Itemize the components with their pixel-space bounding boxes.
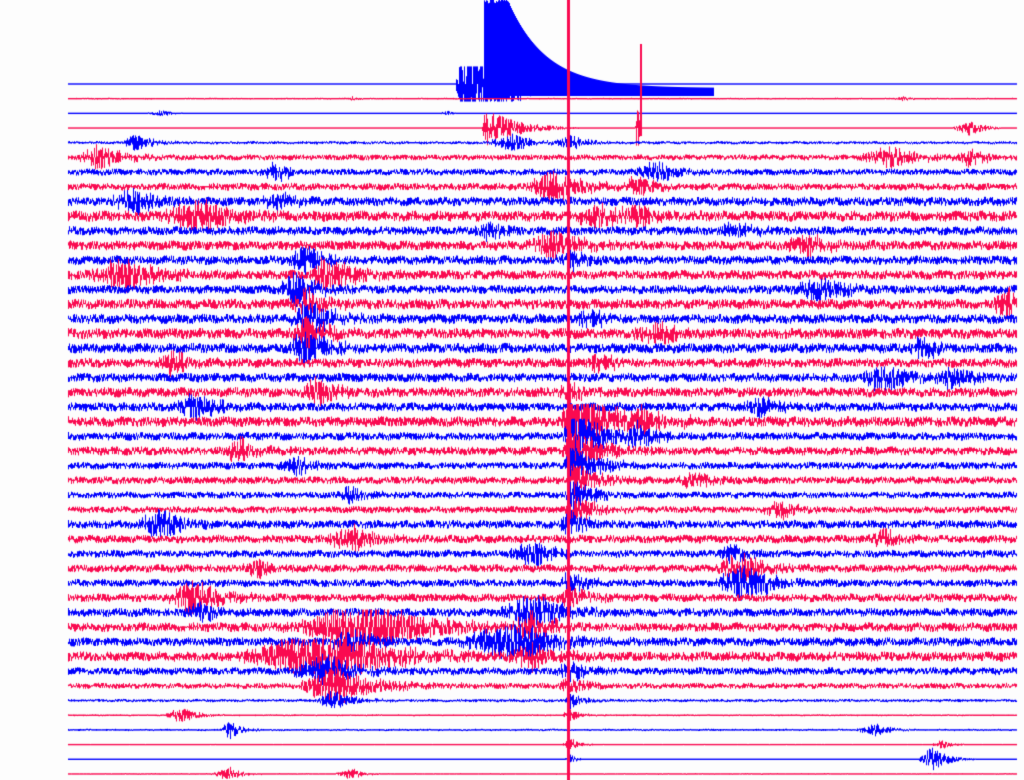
seismogram-canvas	[0, 0, 1024, 780]
helicorder-plot: HL Ag. Paraskevi (Lesvos) Applied filter…	[0, 0, 1024, 780]
